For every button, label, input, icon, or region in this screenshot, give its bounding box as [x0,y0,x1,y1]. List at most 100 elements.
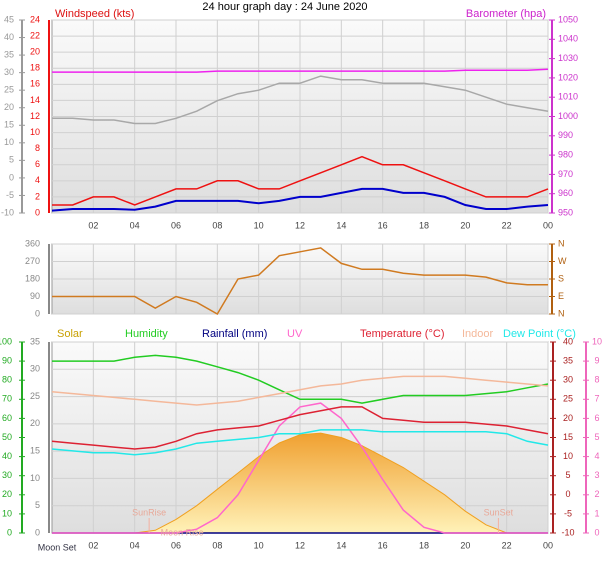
x-tick-label: 22 [502,220,512,230]
y-tick-label: 0 [594,527,599,537]
y-tick-label: 0 [35,527,40,537]
y-tick-label: 8 [594,375,599,385]
y-tick-label: 40 [4,32,14,42]
x-tick-label: 08 [212,220,222,230]
y-tick-label: 90 [2,355,12,365]
annotation: SunSet [484,507,514,517]
y-tick-label: 50 [2,432,12,442]
y-tick-label: 45 [4,14,14,24]
y-tick-label: 0 [35,308,40,318]
y-tick-label: 980 [558,149,573,159]
y-tick-label: 1020 [558,72,578,82]
y-tick-label: 5 [594,432,599,442]
y-tick-label: E [558,291,564,301]
y-tick-label: 5 [9,155,14,165]
y-tick-label: 1 [594,508,599,518]
y-tick-label: 16 [30,79,40,89]
y-tick-label: 14 [30,95,40,105]
y-tick-label: 90 [30,291,40,301]
line [52,68,549,73]
legend-label: UV [287,328,303,340]
line [52,75,549,125]
line [51,429,549,456]
line [51,406,549,450]
y-tick-label: -10 [561,527,574,537]
y-tick-label: 70 [2,394,12,404]
x-tick-label: 18 [419,540,429,550]
x-tick-label: 02 [88,540,98,550]
y-tick-label: S [558,273,564,283]
y-tick-label: 60 [2,413,12,423]
y-tick-label: 0 [565,489,570,499]
y-tick-label: 35 [4,49,14,59]
line [52,354,549,404]
y-tick-label: 25 [30,391,40,401]
y-tick-label: 20 [563,413,573,423]
annotation: SunRise [132,507,166,517]
y-tick-label: 20 [4,102,14,112]
y-tick-label: 40 [563,336,573,346]
y-tick-label: 18 [30,63,40,73]
y-tick-label: N [558,238,565,248]
y-tick-label: 8 [35,143,40,153]
x-tick-label: 06 [171,220,181,230]
x-tick-label: 10 [254,220,264,230]
y-tick-label: 2 [594,489,599,499]
legend-label: Rainfall (mm) [202,328,267,340]
x-tick-label: 10 [254,540,264,550]
x-tick-label: 18 [419,220,429,230]
y-tick-label: 3 [594,470,599,480]
y-tick-label: 5 [35,500,40,510]
x-tick-label: 04 [130,220,140,230]
x-tick-label: 16 [378,220,388,230]
y-tick-label: 4 [594,451,599,461]
line [52,402,548,534]
y-tick-label: 0 [7,527,12,537]
y-tick-label: 960 [558,188,573,198]
y-tick-label: 990 [558,130,573,140]
y-tick-label: 35 [30,336,40,346]
x-tick-label: 06 [171,540,181,550]
x-tick-label: 14 [336,540,346,550]
y-tick-label: N [558,308,565,318]
line [52,247,548,316]
y-axis-title: Windspeed (kts) [55,8,134,20]
y-tick-label: 10 [563,451,573,461]
y-tick-label: 1000 [558,111,578,121]
y-tick-label: 9 [594,355,599,365]
y-tick-label: 6 [594,413,599,423]
y-tick-label: 15 [4,120,14,130]
line [51,375,549,406]
y2-axis-title: Barometer (hpa) [466,8,546,20]
y-tick-label: 15 [30,446,40,456]
legend-label: Dew Point (°C) [503,328,576,340]
x-tick-label: 20 [460,540,470,550]
y-tick-label: 360 [25,238,40,248]
x-tick-label: 20 [460,220,470,230]
title: 24 hour graph day : 24 June 2020 [202,1,367,13]
x-tick-label: 08 [212,540,222,550]
y-tick-label: 0 [35,207,40,217]
x-tick-label: 02 [88,220,98,230]
y-tick-label: 5 [565,470,570,480]
x-tick-label: 04 [130,540,140,550]
y-tick-label: 1050 [558,14,578,24]
y-tick-label: 6 [35,159,40,169]
x-tick-label: 00 [543,540,553,550]
y-tick-label: 30 [563,375,573,385]
y-tick-label: 30 [30,364,40,374]
y-tick-label: 1010 [558,92,578,102]
y-tick-label: 80 [2,375,12,385]
y-tick-label: 20 [2,489,12,499]
y-tick-label: 10 [30,473,40,483]
y-tick-label: 1030 [558,53,578,63]
line [52,155,549,206]
y-tick-label: 40 [2,451,12,461]
line [51,187,549,212]
y-tick-label: 10 [30,127,40,137]
annotation: Moon Rise [161,527,204,537]
y-tick-label: 10 [592,336,602,346]
y-tick-label: 15 [563,432,573,442]
y-tick-label: 20 [30,47,40,57]
